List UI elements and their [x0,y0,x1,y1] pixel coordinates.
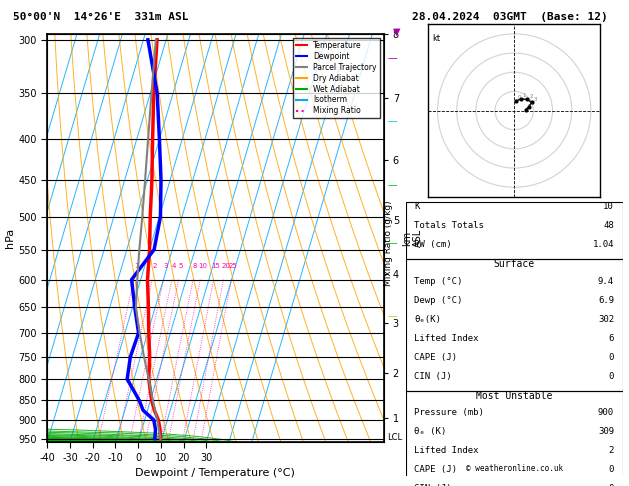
Text: Dewp (°C): Dewp (°C) [415,295,463,305]
Text: 309: 309 [598,427,614,435]
Text: CIN (J): CIN (J) [415,371,452,381]
Text: PW (cm): PW (cm) [415,241,452,249]
Text: —: — [387,117,398,126]
Text: Lifted Index: Lifted Index [415,333,479,343]
Text: 0: 0 [518,95,521,100]
Text: 10: 10 [198,263,207,269]
Text: Most Unstable: Most Unstable [476,391,552,400]
Text: kt: kt [431,34,440,43]
Text: 15: 15 [211,263,220,269]
Text: K: K [415,203,420,211]
Text: 10: 10 [603,203,614,211]
X-axis label: Dewpoint / Temperature (°C): Dewpoint / Temperature (°C) [135,468,296,478]
Text: 50°00'N  14°26'E  331m ASL: 50°00'N 14°26'E 331m ASL [13,12,188,22]
Text: 8: 8 [193,263,198,269]
Text: 5: 5 [528,104,531,109]
Text: ▼: ▼ [392,27,400,36]
Text: © weatheronline.co.uk: © weatheronline.co.uk [465,464,563,473]
Text: 6.9: 6.9 [598,295,614,305]
Legend: Temperature, Dewpoint, Parcel Trajectory, Dry Adiabat, Wet Adiabat, Isotherm, Mi: Temperature, Dewpoint, Parcel Trajectory… [292,38,380,119]
Text: 302: 302 [598,314,614,324]
Text: Totals Totals: Totals Totals [415,222,484,230]
Text: 0: 0 [609,371,614,381]
Text: —: — [387,53,398,63]
Text: 1: 1 [523,93,526,98]
Text: 48: 48 [603,222,614,230]
Text: 900: 900 [598,408,614,417]
Text: 0: 0 [609,484,614,486]
Y-axis label: km
ASL: km ASL [402,229,423,247]
Text: 4: 4 [172,263,176,269]
Text: LCL: LCL [387,433,402,442]
Text: 0: 0 [609,352,614,362]
Y-axis label: hPa: hPa [6,228,15,248]
Text: CAPE (J): CAPE (J) [415,465,457,474]
Text: 2: 2 [609,446,614,454]
Text: 1.04: 1.04 [593,241,614,249]
Text: 3: 3 [164,263,168,269]
Text: 3: 3 [533,97,537,102]
Text: 25: 25 [229,263,238,269]
Text: CIN (J): CIN (J) [415,484,452,486]
Text: 1: 1 [134,263,138,269]
Text: Pressure (mb): Pressure (mb) [415,408,484,417]
Text: θₑ (K): θₑ (K) [415,427,447,435]
Text: 5: 5 [179,263,183,269]
Text: Lifted Index: Lifted Index [415,446,479,454]
Text: 6: 6 [609,333,614,343]
Text: 20: 20 [221,263,230,269]
Text: CAPE (J): CAPE (J) [415,352,457,362]
Text: 4: 4 [531,101,535,105]
Text: Temp (°C): Temp (°C) [415,277,463,286]
Text: —: — [387,238,398,248]
Text: —: — [387,311,398,321]
Text: Surface: Surface [494,260,535,269]
Text: Mixing Ratio (g/kg): Mixing Ratio (g/kg) [384,200,393,286]
Text: —: — [387,180,398,190]
Text: 0: 0 [609,465,614,474]
Text: 9.4: 9.4 [598,277,614,286]
Text: 2: 2 [530,94,533,99]
Text: 28.04.2024  03GMT  (Base: 12): 28.04.2024 03GMT (Base: 12) [412,12,608,22]
Text: θₑ(K): θₑ(K) [415,314,442,324]
Text: 2: 2 [152,263,157,269]
